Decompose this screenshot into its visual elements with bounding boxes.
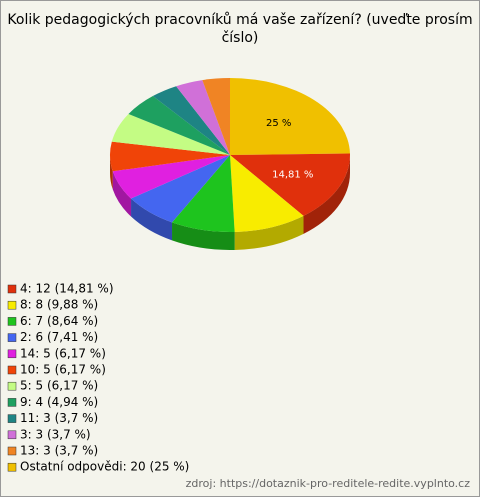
legend-swatch: [7, 333, 17, 342]
legend-label: 13: 3 (3,7 %): [20, 444, 98, 458]
slice: [202, 78, 230, 155]
slice: [176, 80, 230, 155]
legend-label: 4: 12 (14,81 %): [20, 282, 114, 296]
value-label: 25 %: [266, 118, 291, 129]
legend-label: 3: 3 (3,7 %): [20, 427, 91, 441]
slice-side: [172, 222, 235, 250]
slice: [230, 153, 350, 216]
legend-swatch: [7, 317, 17, 326]
slice: [152, 86, 230, 155]
legend-swatch: [7, 349, 17, 359]
slice: [131, 155, 230, 223]
chart-title: Kolik pedagogických pracovníků má vaše z…: [7, 12, 472, 28]
slice: [111, 113, 230, 155]
legend-swatch: [7, 300, 17, 310]
slice-side: [234, 215, 304, 250]
slice: [112, 155, 230, 199]
legend-label: 5: 5 (6,17 %): [20, 379, 98, 393]
legend-label: 14: 5 (6,17 %): [20, 346, 106, 360]
legend-swatch: [7, 446, 17, 456]
slice: [230, 78, 350, 155]
legend-swatch: [7, 462, 17, 472]
slice-side: [110, 155, 113, 190]
slice: [172, 155, 235, 232]
chart-title-line2: číslo): [222, 30, 259, 46]
value-label: 14,81 %: [272, 169, 313, 180]
slice: [128, 96, 230, 155]
legend-label: 8: 8 (9,88 %): [20, 298, 98, 312]
legend-label: 6: 7 (8,64 %): [20, 314, 98, 328]
legend-label: 2: 6 (7,41 %): [20, 330, 98, 344]
legend-swatch: [7, 284, 17, 294]
legend-label: 11: 3 (3,7 %): [20, 411, 98, 425]
slice: [110, 141, 230, 172]
legend-label: 10: 5 (6,17 %): [20, 363, 106, 377]
slice-side: [112, 171, 132, 217]
legend-swatch: [7, 430, 17, 440]
slice-side: [131, 198, 173, 241]
legend-swatch: [7, 398, 17, 407]
source: zdroj: https://dotaznik-pro-reditele-red…: [186, 477, 471, 490]
legend-swatch: [7, 414, 17, 423]
legend-label: 9: 4 (4,94 %): [20, 395, 98, 409]
legend-swatch: [7, 381, 17, 391]
legend-label: Ostatní odpovědi: 20 (25 %): [20, 460, 189, 474]
legend-swatch: [7, 365, 17, 375]
slice-side: [303, 155, 350, 234]
slice: [230, 155, 304, 232]
